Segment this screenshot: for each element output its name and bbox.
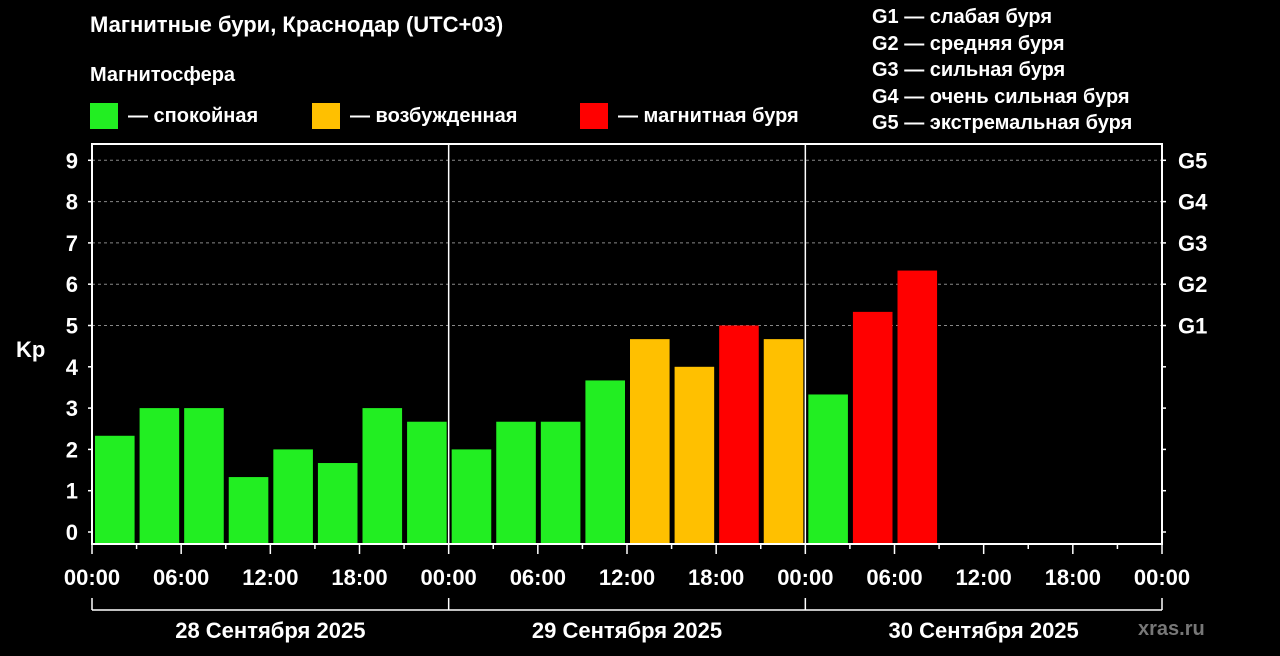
g-scale-legend: G1 — слабая буря G2 — средняя буря G3 — … bbox=[872, 4, 1132, 137]
g-level-label: G2 bbox=[1178, 272, 1207, 297]
legend-label-active: — возбужденная bbox=[350, 104, 518, 127]
y-tick-label: 8 bbox=[66, 190, 78, 215]
y-tick-label: 9 bbox=[66, 148, 78, 173]
kp-bar bbox=[407, 421, 447, 544]
y-axis-label: Kp bbox=[16, 337, 45, 362]
kp-bar bbox=[273, 449, 313, 544]
x-tick-label: 12:00 bbox=[242, 565, 298, 590]
kp-bar bbox=[228, 477, 269, 544]
chart-title: Магнитные бури, Краснодар (UTC+03) bbox=[90, 12, 504, 37]
g-scale-item-g5: G5 — экстремальная буря bbox=[872, 112, 1133, 134]
kp-bar bbox=[763, 339, 804, 544]
legend-swatch-active bbox=[312, 103, 340, 129]
kp-bar bbox=[852, 311, 893, 544]
magnetosphere-subtitle: Магнитосфера bbox=[90, 64, 236, 86]
y-tick-label: 2 bbox=[66, 437, 78, 462]
kp-bar bbox=[630, 339, 670, 544]
g-level-label: G3 bbox=[1178, 231, 1207, 256]
x-tick-label: 12:00 bbox=[956, 565, 1012, 590]
day-label: 28 Сентября 2025 bbox=[175, 618, 365, 643]
g-level-label: G5 bbox=[1178, 148, 1207, 173]
x-tick-label: 18:00 bbox=[688, 565, 744, 590]
x-tick-label: 00:00 bbox=[64, 565, 120, 590]
kp-bar bbox=[95, 435, 135, 544]
legend-item-active: — возбужденная bbox=[312, 102, 517, 130]
x-tick-label: 18:00 bbox=[331, 565, 387, 590]
g-scale-item-g4: G4 — очень сильная буря bbox=[872, 85, 1130, 108]
kp-bar bbox=[808, 394, 848, 544]
day-label: 30 Сентября 2025 bbox=[889, 618, 1079, 643]
y-tick-label: 3 bbox=[66, 396, 78, 421]
g-scale-item-g2: G2 — средняя буря bbox=[872, 32, 1065, 55]
kp-bar bbox=[362, 408, 403, 544]
legend-item-quiet: — спокойная bbox=[90, 102, 258, 130]
kp-bar bbox=[184, 408, 224, 544]
y-tick-label: 4 bbox=[66, 355, 79, 380]
y-tick-label: 5 bbox=[66, 314, 78, 339]
kp-bar bbox=[139, 408, 180, 544]
legend-label-storm: — магнитная буря bbox=[618, 104, 799, 127]
x-tick-label: 00:00 bbox=[421, 565, 477, 590]
y-tick-label: 0 bbox=[66, 520, 78, 545]
legend-swatch-storm bbox=[580, 103, 608, 129]
kp-bar bbox=[496, 421, 536, 544]
x-tick-label: 18:00 bbox=[1045, 565, 1101, 590]
kp-bar bbox=[451, 449, 492, 544]
kp-bar bbox=[674, 366, 715, 544]
kp-bar bbox=[540, 421, 581, 544]
g-scale-item-g1: G1 — слабая буря bbox=[872, 6, 1053, 28]
g-level-label: G4 bbox=[1178, 190, 1208, 215]
legend-label-quiet: — спокойная bbox=[128, 104, 259, 127]
kp-bar bbox=[317, 463, 358, 544]
x-tick-label: 06:00 bbox=[510, 565, 566, 590]
x-tick-label: 00:00 bbox=[777, 565, 833, 590]
x-tick-label: 12:00 bbox=[599, 565, 655, 590]
legend-item-storm: — магнитная буря bbox=[580, 102, 799, 130]
day-label: 29 Сентября 2025 bbox=[532, 618, 722, 643]
y-tick-label: 6 bbox=[66, 272, 78, 297]
watermark: xras.ru bbox=[1138, 618, 1205, 640]
y-tick-label: 7 bbox=[66, 231, 78, 256]
kp-bar bbox=[897, 270, 938, 544]
legend-swatch-quiet bbox=[90, 103, 118, 129]
x-tick-label: 06:00 bbox=[153, 565, 209, 590]
kp-bar bbox=[719, 325, 759, 544]
x-tick-label: 06:00 bbox=[866, 565, 922, 590]
g-level-label: G1 bbox=[1178, 314, 1207, 339]
g-scale-item-g3: G3 — сильная буря bbox=[872, 59, 1066, 81]
x-tick-label: 00:00 bbox=[1134, 565, 1190, 590]
kp-bar bbox=[585, 380, 625, 544]
y-tick-label: 1 bbox=[66, 479, 78, 504]
